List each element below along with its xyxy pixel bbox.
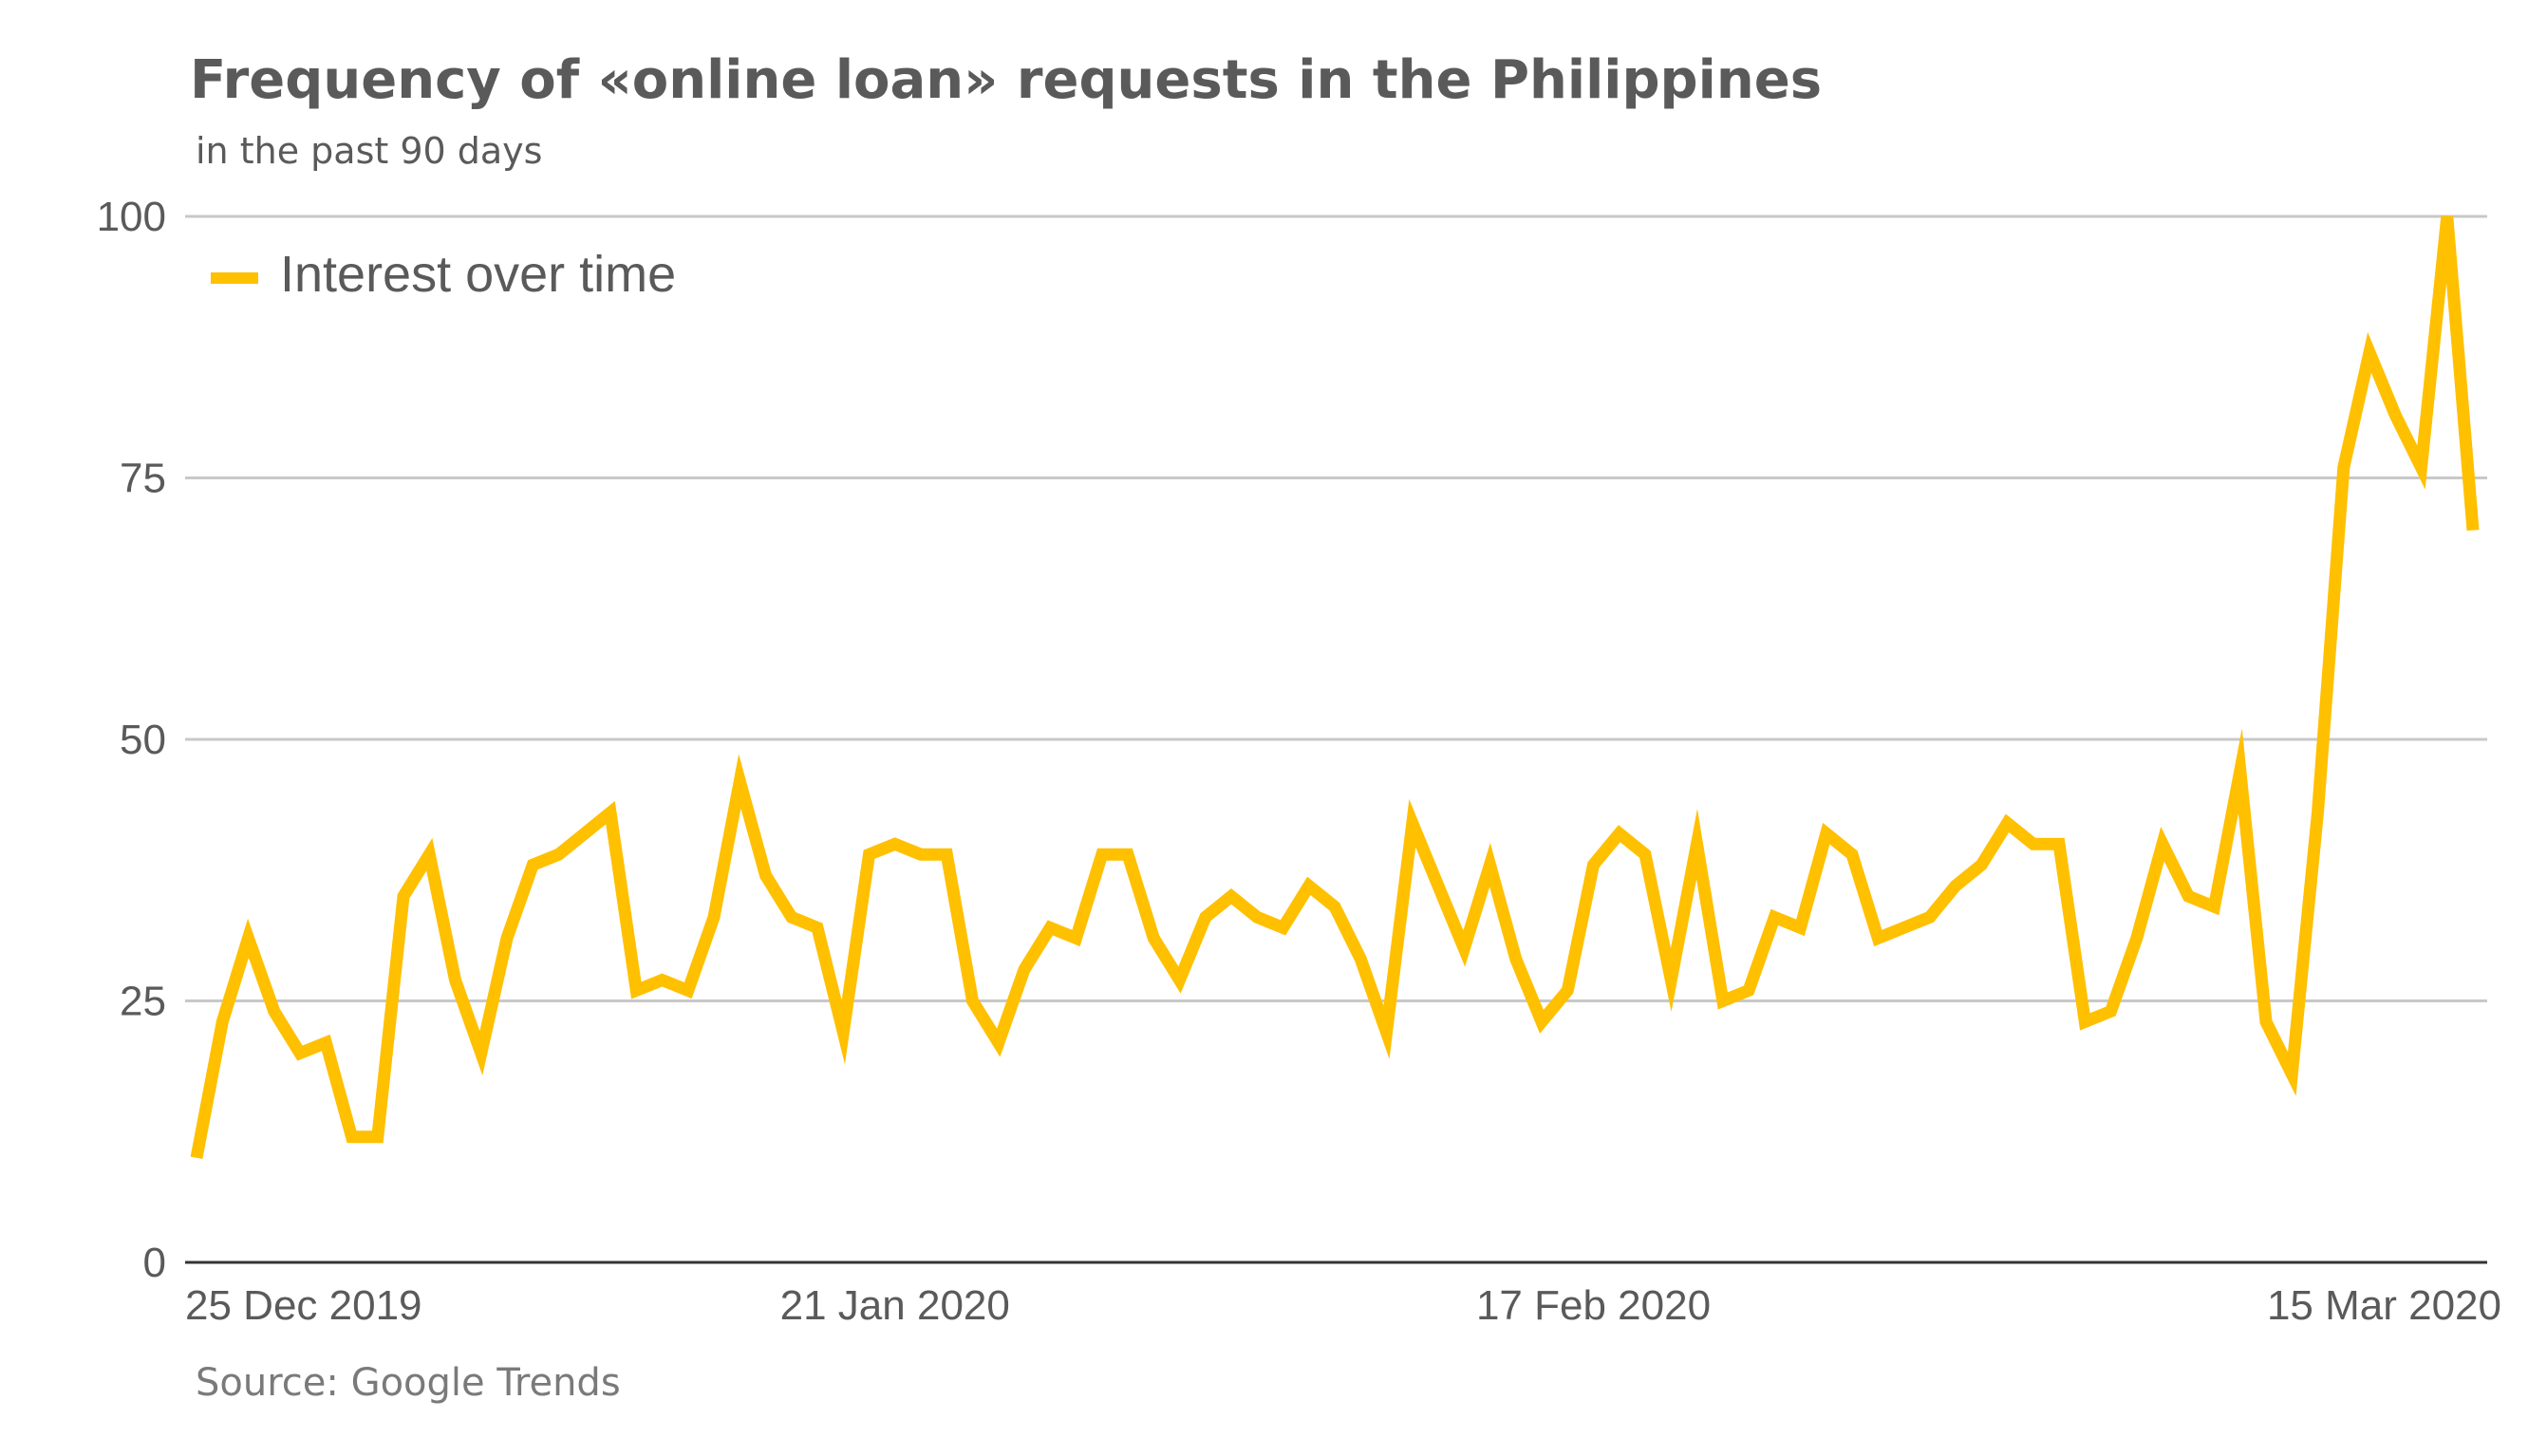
gridlines bbox=[185, 215, 2487, 1002]
x-tick-label: 25 Dec 2019 bbox=[185, 1282, 422, 1329]
y-tick-label: 0 bbox=[143, 1240, 166, 1286]
source-note: Source: Google Trends bbox=[196, 1361, 621, 1405]
y-axis-ticks: 0 25 50 75 100 bbox=[97, 194, 166, 1286]
x-axis-ticks: 25 Dec 2019 21 Jan 2020 17 Feb 2020 15 Mar … bbox=[185, 1282, 2501, 1329]
x-tick-label: 15 Mar 2020 bbox=[2267, 1282, 2501, 1329]
chart-subtitle: in the past 90 days bbox=[196, 130, 542, 172]
x-tick-label: 21 Jan 2020 bbox=[780, 1282, 1010, 1329]
legend: Interest over time bbox=[211, 246, 676, 303]
y-tick-label: 25 bbox=[120, 979, 166, 1025]
y-tick-label: 75 bbox=[120, 456, 166, 502]
y-tick-label: 50 bbox=[120, 717, 166, 763]
legend-label: Interest over time bbox=[280, 246, 676, 303]
x-tick-label: 17 Feb 2020 bbox=[1476, 1282, 1711, 1329]
y-tick-label: 100 bbox=[97, 194, 166, 240]
chart-title: Frequency of «online loan» requests in t… bbox=[190, 49, 1822, 111]
series-line bbox=[190, 215, 2480, 1160]
series-group bbox=[190, 215, 2480, 1160]
